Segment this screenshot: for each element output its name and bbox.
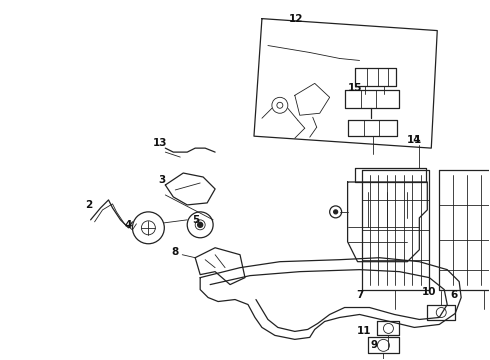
Text: 1: 1 <box>414 135 421 145</box>
Text: 9: 9 <box>371 340 378 350</box>
Circle shape <box>334 210 338 214</box>
Text: 7: 7 <box>356 289 363 300</box>
Text: 10: 10 <box>422 287 437 297</box>
Text: 3: 3 <box>159 175 166 185</box>
Circle shape <box>197 222 203 227</box>
Text: 6: 6 <box>451 289 458 300</box>
Text: 15: 15 <box>347 84 362 93</box>
Text: 8: 8 <box>172 247 179 257</box>
Text: 2: 2 <box>85 200 92 210</box>
Text: 13: 13 <box>153 138 168 148</box>
Text: 14: 14 <box>407 135 422 145</box>
Text: 11: 11 <box>357 327 372 336</box>
Text: 5: 5 <box>193 215 200 225</box>
Text: 12: 12 <box>289 14 303 24</box>
Text: 4: 4 <box>125 220 132 230</box>
